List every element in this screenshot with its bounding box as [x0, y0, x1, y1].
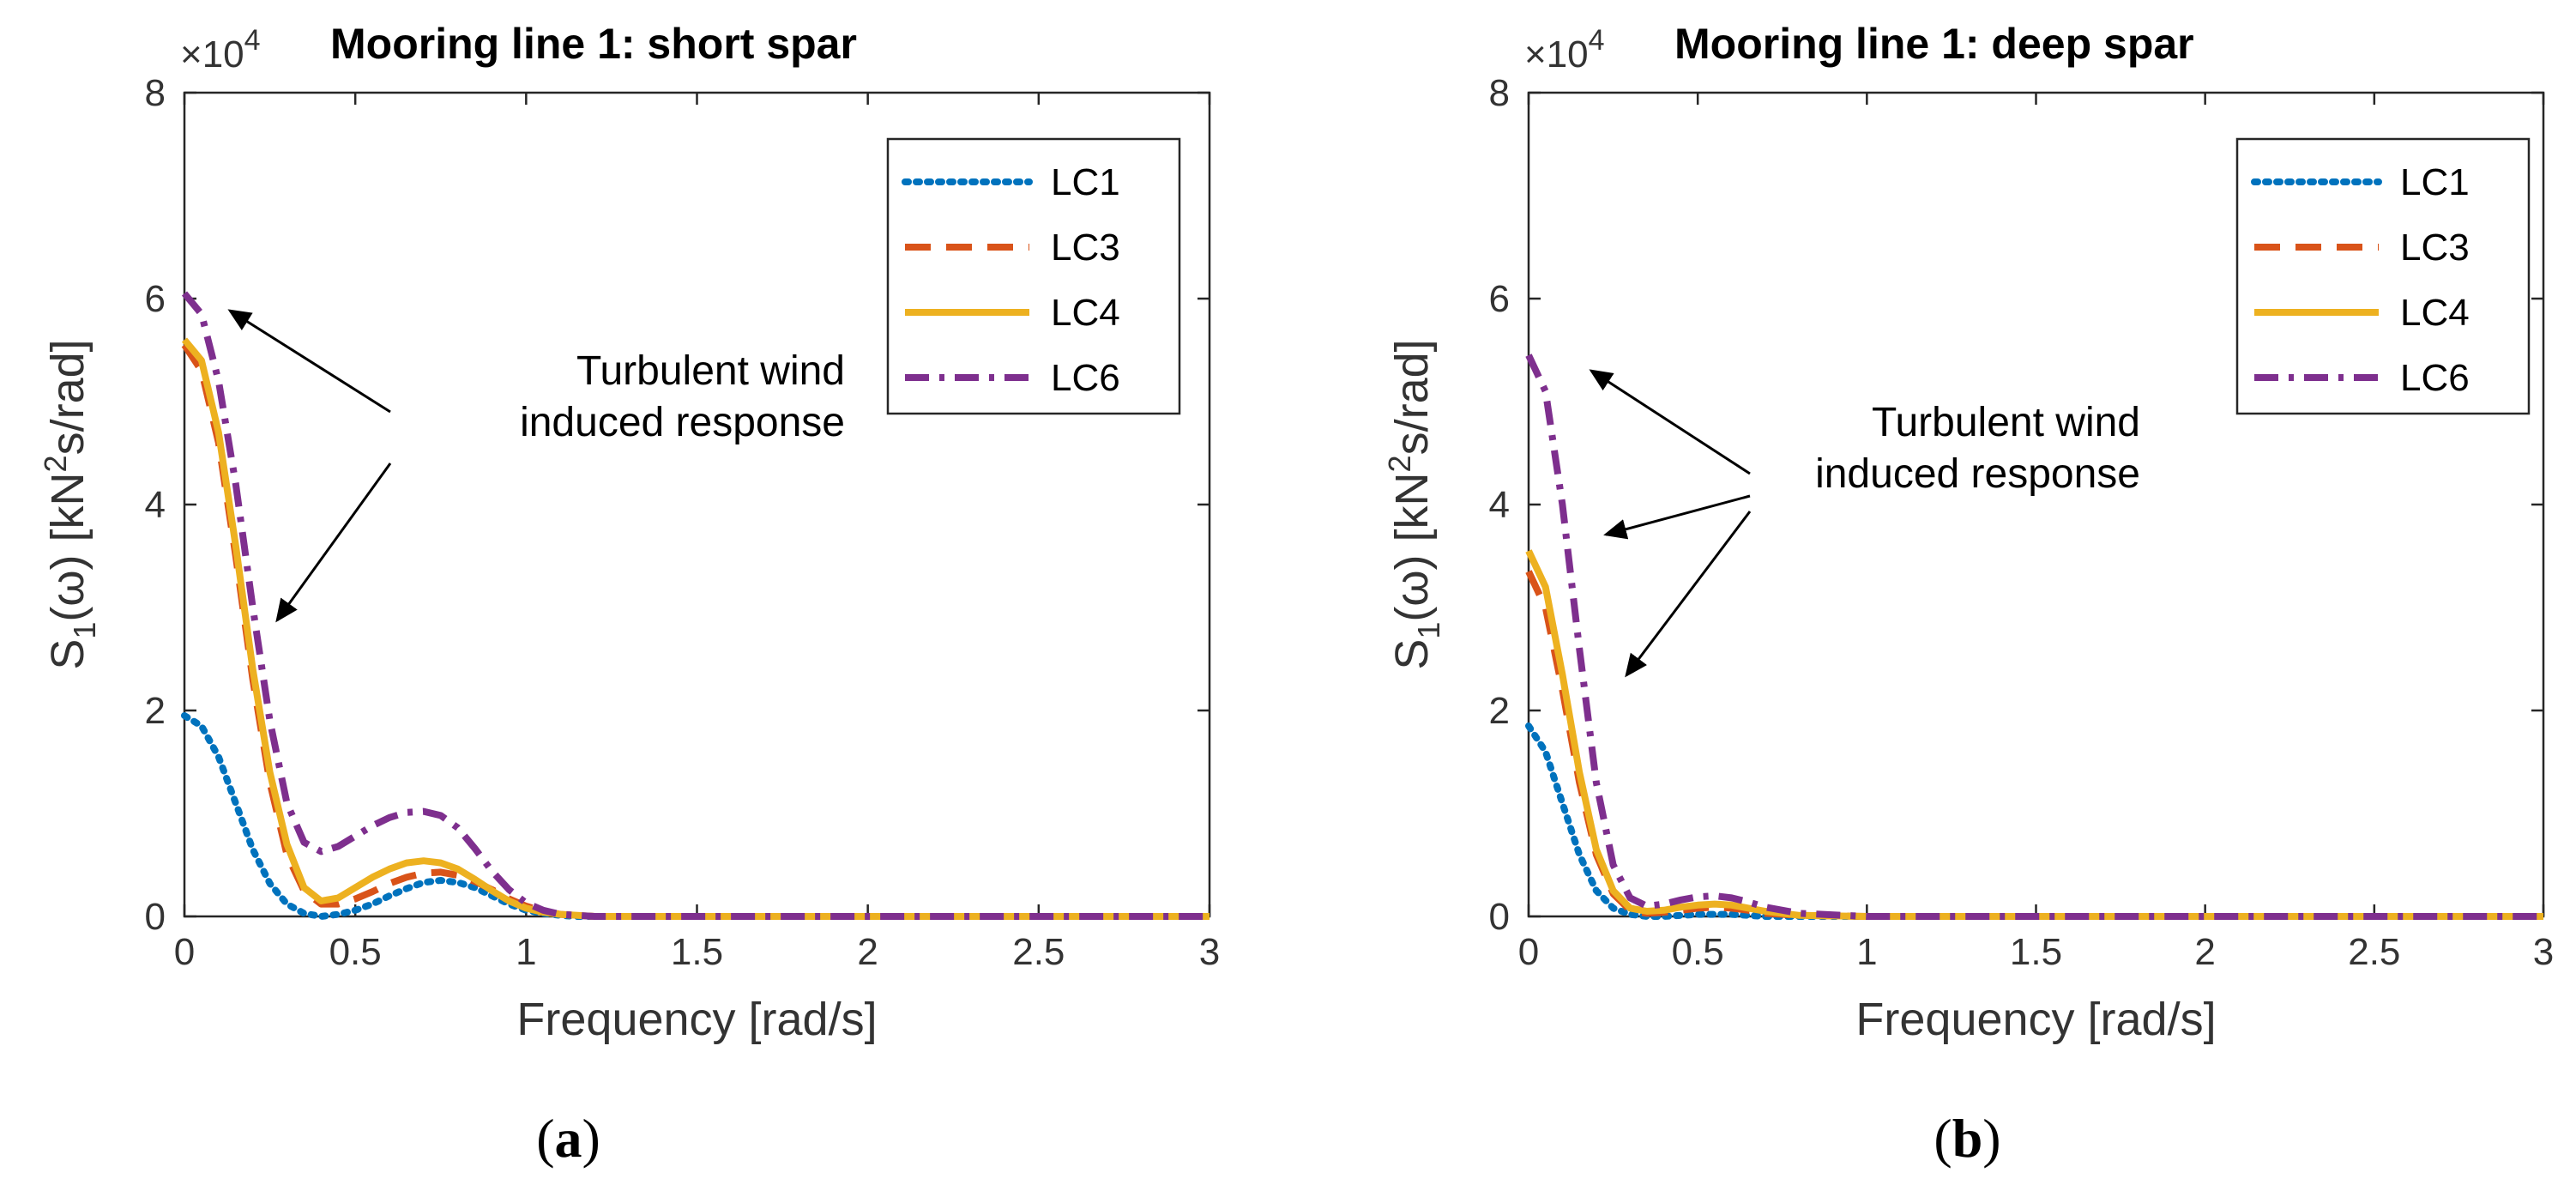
annotation-arrow [227, 309, 391, 414]
annotation-arrow [1625, 511, 1752, 678]
y-tick-label: 6 [145, 278, 166, 320]
y-label-omega: (ω) [42, 554, 94, 621]
legend-label: LC3 [1051, 227, 1120, 269]
legend-box [2235, 137, 2531, 415]
y-label-units: [kN [42, 472, 94, 554]
y-scale-base: ×10 [180, 33, 244, 76]
annotation-line-1: Turbulent wind [1872, 400, 2140, 445]
legend-label: LC4 [2400, 292, 2470, 334]
panel-label: (b) [1934, 1108, 2000, 1169]
y-axis-label: S1(ω) [kN2s/rad] [38, 339, 102, 669]
y-label-subscript: 1 [1411, 622, 1446, 639]
legend-label: LC4 [1051, 292, 1120, 334]
y-tick-label: 8 [1489, 72, 1510, 114]
annotation-line-1: Turbulent wind [576, 348, 845, 394]
legend-label: LC3 [2400, 227, 2470, 269]
y-label-omega: (ω) [1386, 554, 1438, 621]
legend-box [886, 137, 1181, 415]
y-tick-label: 2 [1489, 690, 1510, 732]
x-tick-label: 3 [1199, 931, 1220, 973]
series-line-lc6 [1525, 354, 2543, 920]
chart-title: Mooring line 1: deep spar [1674, 20, 2194, 68]
x-tick-label: 1.5 [2010, 931, 2062, 973]
y-scale-power: 4 [1589, 24, 1605, 57]
x-tick-label: 2 [857, 931, 878, 973]
x-tick-label: 2 [2194, 931, 2215, 973]
panel-label: (a) [536, 1108, 600, 1169]
x-tick-label: 0 [174, 931, 195, 973]
y-scale-multiplier: ×104 [1524, 24, 1605, 76]
y-scale-multiplier: ×104 [180, 24, 261, 76]
x-tick-label: 1 [1856, 931, 1877, 973]
y-label-units-tail: s/rad] [1386, 339, 1438, 455]
x-tick-label: 0.5 [1672, 931, 1724, 973]
panel-paren-open: ( [536, 1108, 554, 1169]
y-tick-label: 6 [1489, 278, 1510, 320]
y-label-subscript: 1 [67, 622, 102, 639]
panel-paren-close: ) [582, 1108, 600, 1169]
y-tick-label: 2 [145, 690, 166, 732]
panel-paren-open: ( [1934, 1108, 1952, 1169]
y-scale-base: ×10 [1524, 33, 1589, 76]
y-tick-label: 8 [145, 72, 166, 114]
x-tick-label: 1.5 [671, 931, 723, 973]
y-tick-label: 4 [1489, 484, 1510, 526]
x-tick-label: 3 [2533, 931, 2554, 973]
y-tick-label: 0 [145, 896, 166, 938]
y-axis-label: S1(ω) [kN2s/rad] [1382, 339, 1446, 669]
annotation-arrow [275, 462, 392, 623]
x-tick-label: 0.5 [329, 931, 382, 973]
y-scale-power: 4 [244, 24, 261, 57]
y-label-superscript: 2 [38, 455, 73, 472]
legend-label: LC1 [2400, 161, 2470, 203]
x-axis-label: Frequency [rad/s] [516, 994, 877, 1045]
x-axis-label: Frequency [rad/s] [1855, 994, 2216, 1045]
annotation-arrow [1603, 494, 1751, 540]
x-tick-label: 1 [516, 931, 536, 973]
legend-label: LC6 [1051, 357, 1120, 399]
y-label-units: [kN [1386, 472, 1438, 554]
panel-letter: b [1952, 1108, 1983, 1169]
series-line-lc6 [181, 291, 1210, 920]
y-label-units-tail: s/rad] [42, 339, 94, 455]
y-label-symbol: S [1386, 639, 1438, 670]
x-tick-label: 2.5 [2348, 931, 2400, 973]
y-tick-label: 0 [1489, 896, 1510, 938]
panel-letter: a [555, 1108, 582, 1169]
y-label-superscript: 2 [1382, 455, 1417, 472]
annotation-arrow [1589, 369, 1751, 475]
y-tick-label: 4 [145, 484, 166, 526]
y-label-symbol: S [42, 639, 94, 670]
annotation-line-2: induced response [520, 400, 845, 445]
legend-label: LC6 [2400, 357, 2470, 399]
legend-label: LC1 [1051, 161, 1120, 203]
panel-paren-close: ) [1982, 1108, 2000, 1169]
chart-title: Mooring line 1: short spar [330, 20, 857, 68]
x-tick-label: 0 [1518, 931, 1539, 973]
annotation-line-2: induced response [1815, 451, 2140, 497]
x-tick-label: 2.5 [1012, 931, 1065, 973]
